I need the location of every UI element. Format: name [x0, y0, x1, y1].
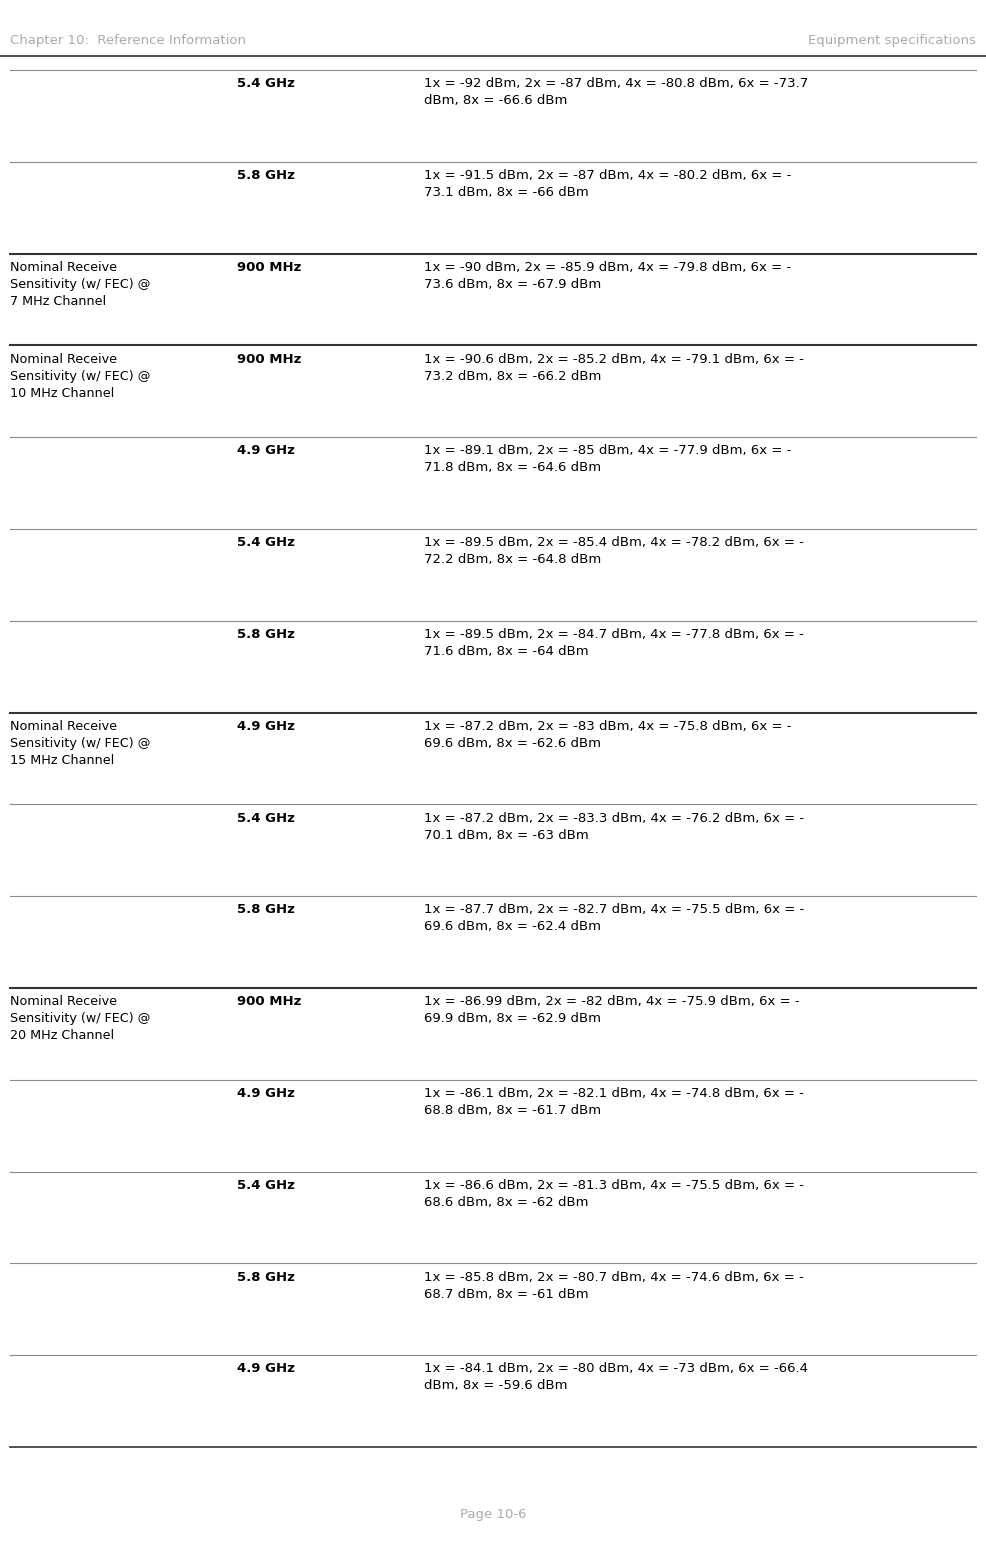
Text: Nominal Receive
Sensitivity (w/ FEC) @
15 MHz Channel: Nominal Receive Sensitivity (w/ FEC) @ 1… [10, 720, 150, 767]
Text: 1x = -90.6 dBm, 2x = -85.2 dBm, 4x = -79.1 dBm, 6x = -
73.2 dBm, 8x = -66.2 dBm: 1x = -90.6 dBm, 2x = -85.2 dBm, 4x = -79… [424, 353, 804, 383]
Text: Chapter 10:  Reference Information: Chapter 10: Reference Information [10, 34, 246, 47]
Text: 1x = -86.99 dBm, 2x = -82 dBm, 4x = -75.9 dBm, 6x = -
69.9 dBm, 8x = -62.9 dBm: 1x = -86.99 dBm, 2x = -82 dBm, 4x = -75.… [424, 995, 800, 1025]
Text: Nominal Receive
Sensitivity (w/ FEC) @
10 MHz Channel: Nominal Receive Sensitivity (w/ FEC) @ 1… [10, 353, 150, 400]
Text: Nominal Receive
Sensitivity (w/ FEC) @
7 MHz Channel: Nominal Receive Sensitivity (w/ FEC) @ 7… [10, 261, 150, 308]
Text: 900 MHz: 900 MHz [237, 353, 301, 365]
Text: 1x = -89.1 dBm, 2x = -85 dBm, 4x = -77.9 dBm, 6x = -
71.8 dBm, 8x = -64.6 dBm: 1x = -89.1 dBm, 2x = -85 dBm, 4x = -77.9… [424, 445, 792, 474]
Text: Nominal Receive
Sensitivity (w/ FEC) @
20 MHz Channel: Nominal Receive Sensitivity (w/ FEC) @ 2… [10, 995, 150, 1042]
Text: 1x = -86.1 dBm, 2x = -82.1 dBm, 4x = -74.8 dBm, 6x = -
68.8 dBm, 8x = -61.7 dBm: 1x = -86.1 dBm, 2x = -82.1 dBm, 4x = -74… [424, 1087, 804, 1116]
Text: 1x = -89.5 dBm, 2x = -84.7 dBm, 4x = -77.8 dBm, 6x = -
71.6 dBm, 8x = -64 dBm: 1x = -89.5 dBm, 2x = -84.7 dBm, 4x = -77… [424, 628, 804, 658]
Text: 1x = -92 dBm, 2x = -87 dBm, 4x = -80.8 dBm, 6x = -73.7
dBm, 8x = -66.6 dBm: 1x = -92 dBm, 2x = -87 dBm, 4x = -80.8 d… [424, 78, 809, 107]
Text: Page 10-6: Page 10-6 [459, 1508, 527, 1521]
Text: 1x = -87.2 dBm, 2x = -83 dBm, 4x = -75.8 dBm, 6x = -
69.6 dBm, 8x = -62.6 dBm: 1x = -87.2 dBm, 2x = -83 dBm, 4x = -75.8… [424, 720, 792, 750]
Text: 1x = -90 dBm, 2x = -85.9 dBm, 4x = -79.8 dBm, 6x = -
73.6 dBm, 8x = -67.9 dBm: 1x = -90 dBm, 2x = -85.9 dBm, 4x = -79.8… [424, 261, 791, 291]
Text: 4.9 GHz: 4.9 GHz [237, 1087, 295, 1099]
Text: 5.8 GHz: 5.8 GHz [237, 903, 295, 916]
Text: 4.9 GHz: 4.9 GHz [237, 445, 295, 457]
Text: Equipment specifications: Equipment specifications [809, 34, 976, 47]
Text: 5.4 GHz: 5.4 GHz [237, 78, 295, 90]
Text: 1x = -87.2 dBm, 2x = -83.3 dBm, 4x = -76.2 dBm, 6x = -
70.1 dBm, 8x = -63 dBm: 1x = -87.2 dBm, 2x = -83.3 dBm, 4x = -76… [424, 812, 805, 841]
Text: 900 MHz: 900 MHz [237, 261, 301, 274]
Text: 5.8 GHz: 5.8 GHz [237, 1270, 295, 1284]
Text: 1x = -85.8 dBm, 2x = -80.7 dBm, 4x = -74.6 dBm, 6x = -
68.7 dBm, 8x = -61 dBm: 1x = -85.8 dBm, 2x = -80.7 dBm, 4x = -74… [424, 1270, 804, 1300]
Text: 5.8 GHz: 5.8 GHz [237, 628, 295, 641]
Text: 900 MHz: 900 MHz [237, 995, 301, 1008]
Text: 1x = -89.5 dBm, 2x = -85.4 dBm, 4x = -78.2 dBm, 6x = -
72.2 dBm, 8x = -64.8 dBm: 1x = -89.5 dBm, 2x = -85.4 dBm, 4x = -78… [424, 536, 804, 566]
Text: 4.9 GHz: 4.9 GHz [237, 720, 295, 732]
Text: 5.4 GHz: 5.4 GHz [237, 1179, 295, 1191]
Text: 1x = -91.5 dBm, 2x = -87 dBm, 4x = -80.2 dBm, 6x = -
73.1 dBm, 8x = -66 dBm: 1x = -91.5 dBm, 2x = -87 dBm, 4x = -80.2… [424, 169, 792, 199]
Text: 1x = -84.1 dBm, 2x = -80 dBm, 4x = -73 dBm, 6x = -66.4
dBm, 8x = -59.6 dBm: 1x = -84.1 dBm, 2x = -80 dBm, 4x = -73 d… [424, 1362, 808, 1392]
Text: 5.8 GHz: 5.8 GHz [237, 169, 295, 182]
Text: 4.9 GHz: 4.9 GHz [237, 1362, 295, 1376]
Text: 5.4 GHz: 5.4 GHz [237, 536, 295, 549]
Text: 5.4 GHz: 5.4 GHz [237, 812, 295, 824]
Text: 1x = -87.7 dBm, 2x = -82.7 dBm, 4x = -75.5 dBm, 6x = -
69.6 dBm, 8x = -62.4 dBm: 1x = -87.7 dBm, 2x = -82.7 dBm, 4x = -75… [424, 903, 805, 933]
Text: 1x = -86.6 dBm, 2x = -81.3 dBm, 4x = -75.5 dBm, 6x = -
68.6 dBm, 8x = -62 dBm: 1x = -86.6 dBm, 2x = -81.3 dBm, 4x = -75… [424, 1179, 804, 1208]
